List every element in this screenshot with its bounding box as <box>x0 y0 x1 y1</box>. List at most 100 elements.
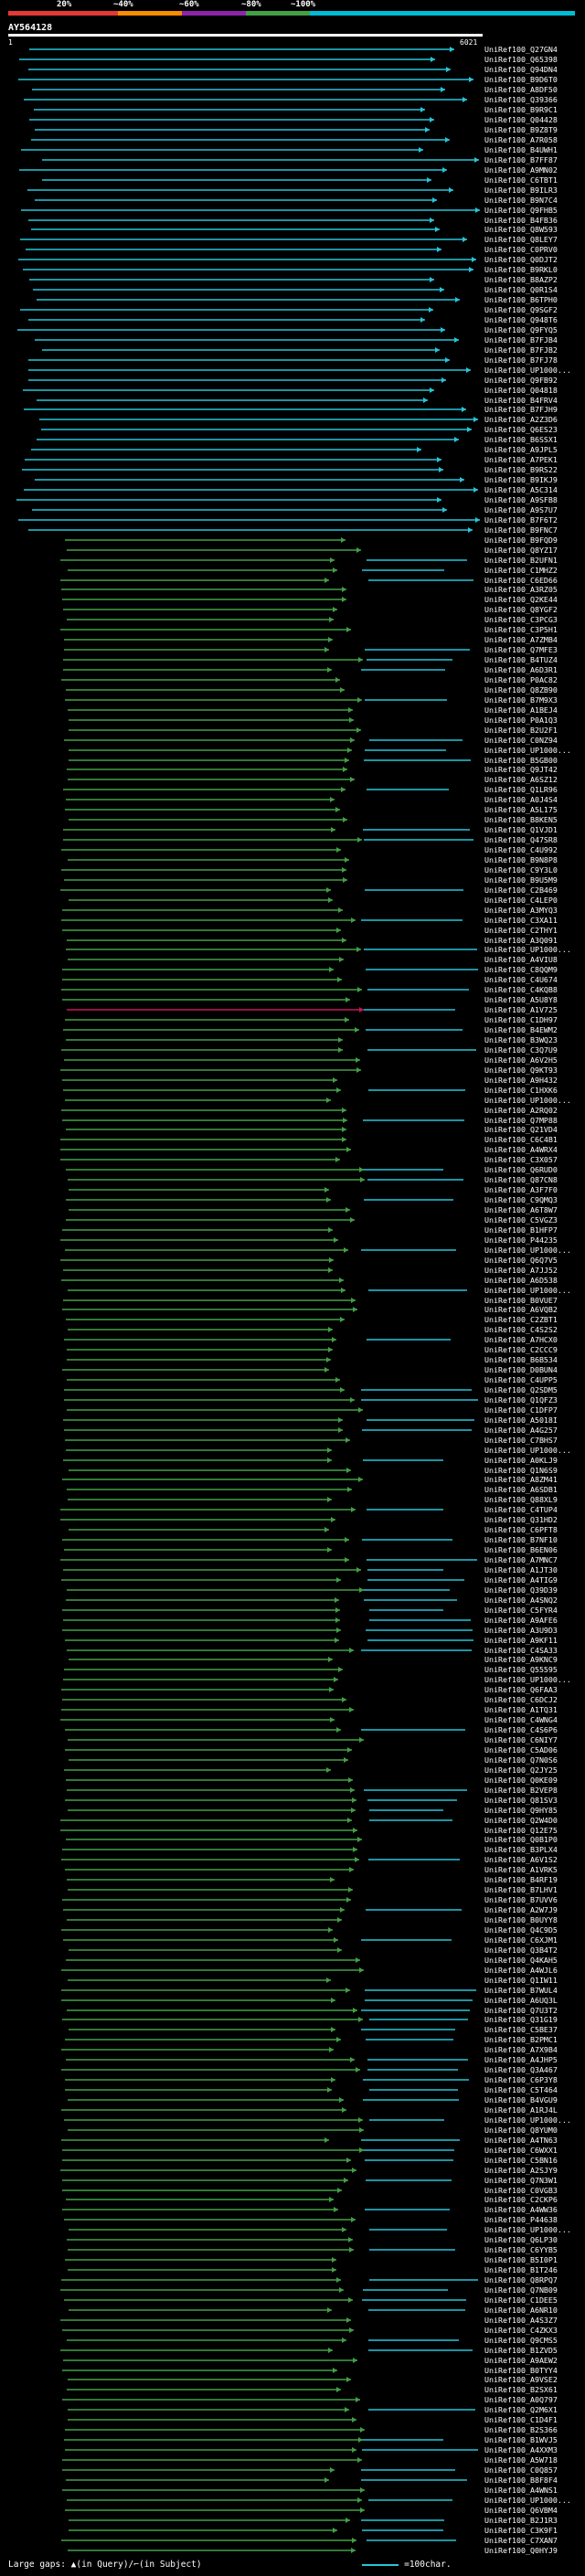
hit-label[interactable]: UniRef100_A6V2H5 <box>484 1055 558 1065</box>
hit-label[interactable]: UniRef100_Q4C9D5 <box>484 1925 558 1935</box>
hit-label[interactable]: UniRef100_B4RF19 <box>484 1875 558 1884</box>
hit-label[interactable]: UniRef100_Q31HD2 <box>484 1515 558 1524</box>
hit-label[interactable]: UniRef100_A1TQ31 <box>484 1705 558 1714</box>
hit-label[interactable]: UniRef100_A7HCX0 <box>484 1335 558 1344</box>
hit-label[interactable]: UniRef100_A9H432 <box>484 1076 558 1085</box>
hit-label[interactable]: UniRef100_A7X9B4 <box>484 2045 558 2054</box>
hit-label[interactable]: UniRef100_A0J4S4 <box>484 795 558 804</box>
hit-label[interactable]: UniRef100_Q39D39 <box>484 1585 558 1595</box>
hit-label[interactable]: UniRef100_C7BHS7 <box>484 1436 558 1445</box>
hit-label[interactable]: UniRef100_C6ED66 <box>484 576 558 585</box>
hit-label[interactable]: UniRef100_A4VIU8 <box>484 955 558 964</box>
hit-label[interactable]: UniRef100_C2B469 <box>484 885 558 895</box>
hit-label[interactable]: UniRef100_B9RKL0 <box>484 265 558 274</box>
hit-label[interactable]: UniRef100_A4SNQ2 <box>484 1595 558 1605</box>
hit-label[interactable]: UniRef100_C4ZKX3 <box>484 2326 558 2335</box>
hit-label[interactable]: UniRef100_A6V1S2 <box>484 1855 558 1864</box>
hit-label[interactable]: UniRef100_Q2SDM5 <box>484 1385 558 1394</box>
hit-label[interactable]: UniRef100_A8ZM41 <box>484 1475 558 1484</box>
hit-label[interactable]: UniRef100_B5I0P1 <box>484 2255 558 2264</box>
hit-label[interactable]: UniRef100_C6NIY7 <box>484 1735 558 1744</box>
hit-label[interactable]: UniRef100_A9KF11 <box>484 1636 558 1645</box>
hit-label[interactable]: UniRef100_UP1000... <box>484 2115 571 2125</box>
hit-label[interactable]: UniRef100_B3PLX4 <box>484 1845 558 1854</box>
hit-label[interactable]: UniRef100_A2SJY9 <box>484 2166 558 2175</box>
hit-label[interactable]: UniRef100_C8QQM9 <box>484 965 558 974</box>
hit-label[interactable]: UniRef100_B4TUZ4 <box>484 655 558 664</box>
hit-label[interactable]: UniRef100_C4TUP4 <box>484 1505 558 1514</box>
hit-label[interactable]: UniRef100_C1HXK6 <box>484 1086 558 1095</box>
hit-label[interactable]: UniRef100_B8F8F4 <box>484 2475 558 2485</box>
hit-label[interactable]: UniRef100_Q04428 <box>484 115 558 124</box>
hit-label[interactable]: UniRef100_A5L175 <box>484 805 558 814</box>
hit-label[interactable]: UniRef100_A2Z3D6 <box>484 415 558 424</box>
hit-label[interactable]: UniRef100_C6PFT8 <box>484 1525 558 1534</box>
hit-label[interactable]: UniRef100_C7XAN7 <box>484 2536 558 2545</box>
hit-label[interactable]: UniRef100_Q1QFZ3 <box>484 1395 558 1405</box>
hit-label[interactable]: UniRef100_C4WNG4 <box>484 1715 558 1724</box>
hit-label[interactable]: UniRef100_B9FNC7 <box>484 525 558 535</box>
hit-label[interactable]: UniRef100_C5BN16 <box>484 2156 558 2165</box>
hit-label[interactable]: UniRef100_Q1IW11 <box>484 1976 558 1985</box>
hit-label[interactable]: UniRef100_A7PEK1 <box>484 455 558 464</box>
hit-label[interactable]: UniRef100_C3X057 <box>484 1155 558 1164</box>
hit-label[interactable]: UniRef100_A9VSE2 <box>484 2375 558 2384</box>
hit-label[interactable]: UniRef100_Q8YUM0 <box>484 2125 558 2135</box>
hit-label[interactable]: UniRef100_Q9FB92 <box>484 376 558 385</box>
hit-label[interactable]: UniRef100_B6B534 <box>484 1355 558 1364</box>
hit-label[interactable]: UniRef100_B7F6T2 <box>484 515 558 525</box>
hit-label[interactable]: UniRef100_C9Y3L0 <box>484 865 558 875</box>
hit-label[interactable]: UniRef100_C3PCG3 <box>484 615 558 624</box>
hit-label[interactable]: UniRef100_A6D538 <box>484 1276 558 1285</box>
hit-label[interactable]: UniRef100_C5AD06 <box>484 1745 558 1754</box>
hit-label[interactable]: UniRef100_Q0B1P0 <box>484 1835 558 1844</box>
hit-label[interactable]: UniRef100_Q55595 <box>484 1665 558 1674</box>
hit-label[interactable]: UniRef100_C0VGB3 <box>484 2186 558 2195</box>
hit-label[interactable]: UniRef100_UP1000... <box>484 945 571 954</box>
hit-label[interactable]: UniRef100_A1BEJ4 <box>484 705 558 715</box>
hit-label[interactable]: UniRef100_Q88XL9 <box>484 1495 558 1504</box>
hit-label[interactable]: UniRef100_A1VRK5 <box>484 1865 558 1874</box>
hit-label[interactable]: UniRef100_C3XA11 <box>484 916 558 925</box>
hit-label[interactable]: UniRef100_B2UFN1 <box>484 556 558 565</box>
hit-label[interactable]: UniRef100_Q47SR8 <box>484 835 558 844</box>
hit-label[interactable]: UniRef100_C2CCC9 <box>484 1345 558 1354</box>
hit-label[interactable]: UniRef100_C2CKP6 <box>484 2195 558 2204</box>
hit-label[interactable]: UniRef100_Q8LEY7 <box>484 235 558 244</box>
hit-label[interactable]: UniRef100_C5VGZ3 <box>484 1215 558 1224</box>
hit-label[interactable]: UniRef100_A7JJ52 <box>484 1266 558 1275</box>
hit-label[interactable]: UniRef100_B8AZP2 <box>484 275 558 284</box>
hit-label[interactable]: UniRef100_A4JHP5 <box>484 2055 558 2064</box>
hit-label[interactable]: UniRef100_A6SDB1 <box>484 1485 558 1494</box>
hit-label[interactable]: UniRef100_B4EWM2 <box>484 1025 558 1034</box>
hit-label[interactable]: UniRef100_UP1000... <box>484 1675 571 1684</box>
hit-label[interactable]: UniRef100_P44638 <box>484 2215 558 2224</box>
hit-label[interactable]: UniRef100_B9FQD9 <box>484 535 558 545</box>
hit-label[interactable]: UniRef100_B2J1R3 <box>484 2516 558 2525</box>
hit-label[interactable]: UniRef100_Q1N6S9 <box>484 1466 558 1475</box>
hit-label[interactable]: UniRef100_Q1LR96 <box>484 785 558 794</box>
hit-label[interactable]: UniRef100_Q0HYJ9 <box>484 2546 558 2555</box>
hit-label[interactable]: UniRef100_B2SX61 <box>484 2385 558 2394</box>
hit-label[interactable]: UniRef100_A4WJL6 <box>484 1966 558 1975</box>
hit-label[interactable]: UniRef100_Q9KT93 <box>484 1065 558 1075</box>
hit-label[interactable]: UniRef100_Q1VJD1 <box>484 825 558 834</box>
hit-label[interactable]: UniRef100_C3K9F1 <box>484 2526 558 2535</box>
hit-label[interactable]: UniRef100_B1WVJ5 <box>484 2435 558 2444</box>
hit-label[interactable]: UniRef100_B9R9C1 <box>484 105 558 114</box>
hit-label[interactable]: UniRef100_A3U9D3 <box>484 1626 558 1635</box>
hit-label[interactable]: UniRef100_Q8ZB90 <box>484 685 558 694</box>
hit-label[interactable]: UniRef100_A9AEW2 <box>484 2356 558 2365</box>
hit-label[interactable]: UniRef100_Q39366 <box>484 95 558 104</box>
hit-label[interactable]: UniRef100_A8DF50 <box>484 85 558 94</box>
hit-label[interactable]: UniRef100_A5U8Y8 <box>484 995 558 1004</box>
hit-label[interactable]: UniRef100_B5GB00 <box>484 756 558 765</box>
hit-label[interactable]: UniRef100_Q8YGF2 <box>484 605 558 614</box>
hit-label[interactable]: UniRef100_B7FJH9 <box>484 405 558 414</box>
hit-label[interactable]: UniRef100_C6P3Y8 <box>484 2075 558 2084</box>
hit-label[interactable]: UniRef100_B6EN06 <box>484 1545 558 1554</box>
hit-label[interactable]: UniRef100_Q94DN4 <box>484 65 558 74</box>
hit-label[interactable]: UniRef100_C0Q857 <box>484 2465 558 2475</box>
hit-label[interactable]: UniRef100_Q0R1S4 <box>484 285 558 294</box>
hit-label[interactable]: UniRef100_UP1000... <box>484 366 571 375</box>
